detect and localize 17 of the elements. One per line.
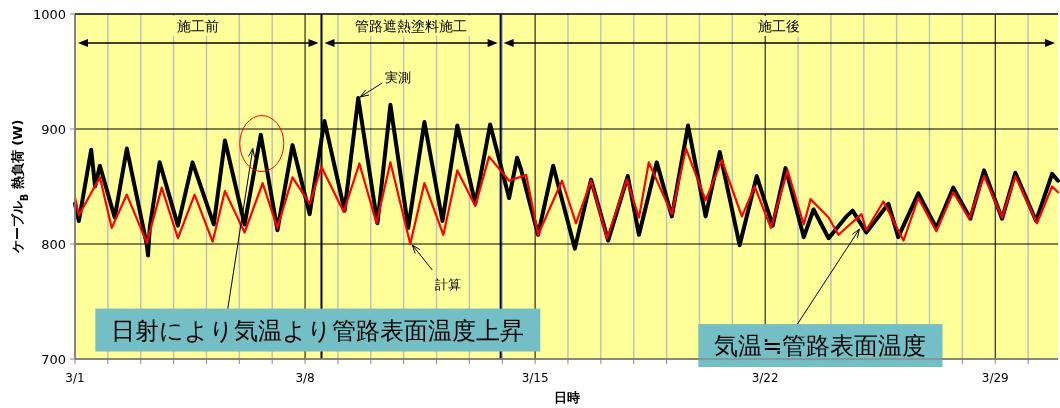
y-tick-label: 900 <box>41 122 66 137</box>
band-label: 施工前 <box>177 18 220 34</box>
band-label: 管路遮熱塗料施工 <box>355 18 468 34</box>
x-tick-label: 3/22 <box>751 371 779 385</box>
x-tick-label: 3/29 <box>981 371 1009 385</box>
x-axis-title: 日時 <box>554 390 580 405</box>
x-tick-label: 3/15 <box>521 371 549 385</box>
annotation: 気温≒管路表面温度 <box>714 332 927 361</box>
x-tick-label: 3/1 <box>65 371 85 385</box>
annotation: 日射により気温より管路表面温度上昇 <box>111 316 525 345</box>
annotation: 計算 <box>435 277 462 292</box>
annotation: 実測 <box>385 69 412 85</box>
y-tick-label: 800 <box>41 237 66 252</box>
band-label: 施工後 <box>758 18 801 34</box>
x-tick-label: 3/8 <box>295 371 315 385</box>
y-tick-label: 700 <box>41 352 66 367</box>
y-tick-label: 1000 <box>32 7 66 22</box>
